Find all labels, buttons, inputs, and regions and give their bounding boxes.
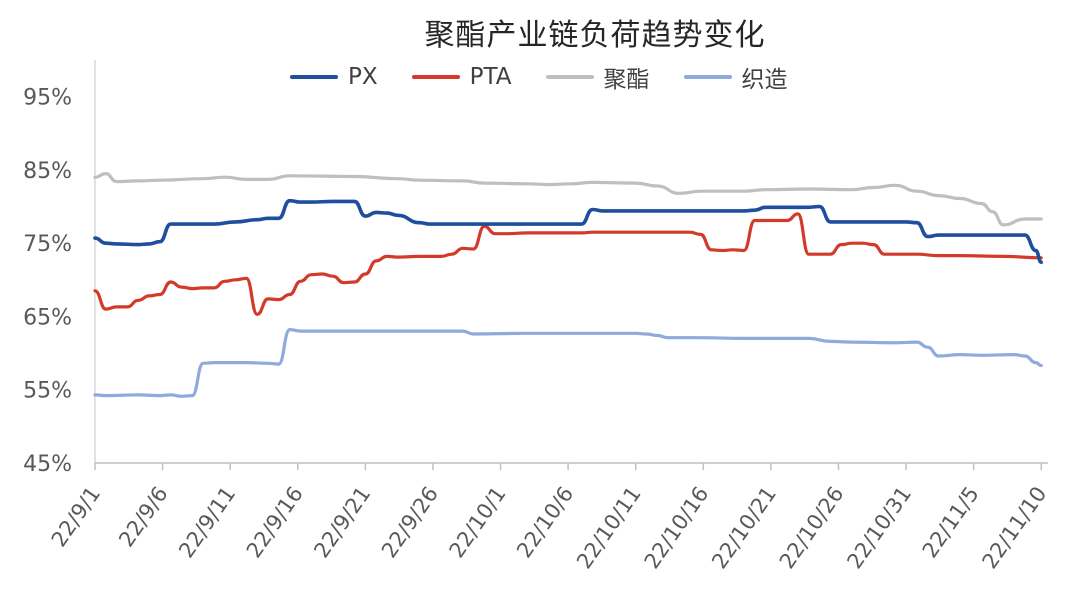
legend-label-weaving: 织造: [741, 67, 788, 93]
y-tick-label: 95%: [23, 86, 72, 111]
legend-swatch-polyester: [545, 75, 594, 79]
y-tick-label: 45%: [23, 452, 72, 477]
x-tick-label: 22/10/6: [512, 482, 578, 562]
legend-label-polyester: 聚酯: [603, 67, 650, 93]
x-tick-label: 22/9/1: [47, 482, 105, 551]
legend-swatch-weaving: [683, 75, 732, 79]
legend-label-pta: PTA: [469, 64, 512, 90]
series-line-pta: [93, 212, 1043, 316]
legend-item-polyester: 聚酯: [545, 60, 650, 94]
y-tick-label: 85%: [23, 159, 72, 184]
x-tick-label: 22/9/16: [242, 482, 308, 562]
legend-item-weaving: 织造: [683, 60, 788, 94]
x-tick-label: 22/9/11: [174, 482, 240, 562]
legend-swatch-px: [290, 75, 338, 79]
x-tick-label: 22/11/10: [978, 482, 1052, 573]
series-line-weaving: [93, 328, 1043, 398]
legend-swatch-pta: [411, 75, 460, 79]
x-tick-label: 22/11/5: [918, 482, 984, 562]
series-line-polyester: [93, 172, 1043, 227]
legend: PX PTA 聚酯 织造: [290, 60, 788, 94]
chart-title: 聚酯产业链负荷趋势变化: [424, 18, 766, 53]
y-tick-label: 55%: [23, 379, 72, 404]
x-tick-label: 22/10/31: [842, 482, 916, 573]
y-tick-label: 75%: [23, 232, 72, 257]
x-tick-label: 22/10/16: [640, 482, 714, 573]
legend-item-pta: PTA: [411, 64, 512, 90]
legend-item-px: PX: [290, 64, 378, 90]
x-tick-label: 22/9/6: [114, 482, 172, 551]
x-tick-label: 22/10/11: [572, 482, 646, 573]
x-tick-label: 22/10/1: [445, 482, 511, 562]
legend-label-px: PX: [348, 64, 378, 90]
x-tick-label: 22/10/26: [775, 482, 849, 573]
x-tick-label: 22/9/21: [309, 482, 375, 562]
x-tick-label: 22/10/21: [707, 482, 781, 573]
x-tick-label: 22/9/26: [377, 482, 443, 562]
series-line-px: [93, 198, 1043, 264]
y-tick-label: 65%: [23, 305, 72, 330]
